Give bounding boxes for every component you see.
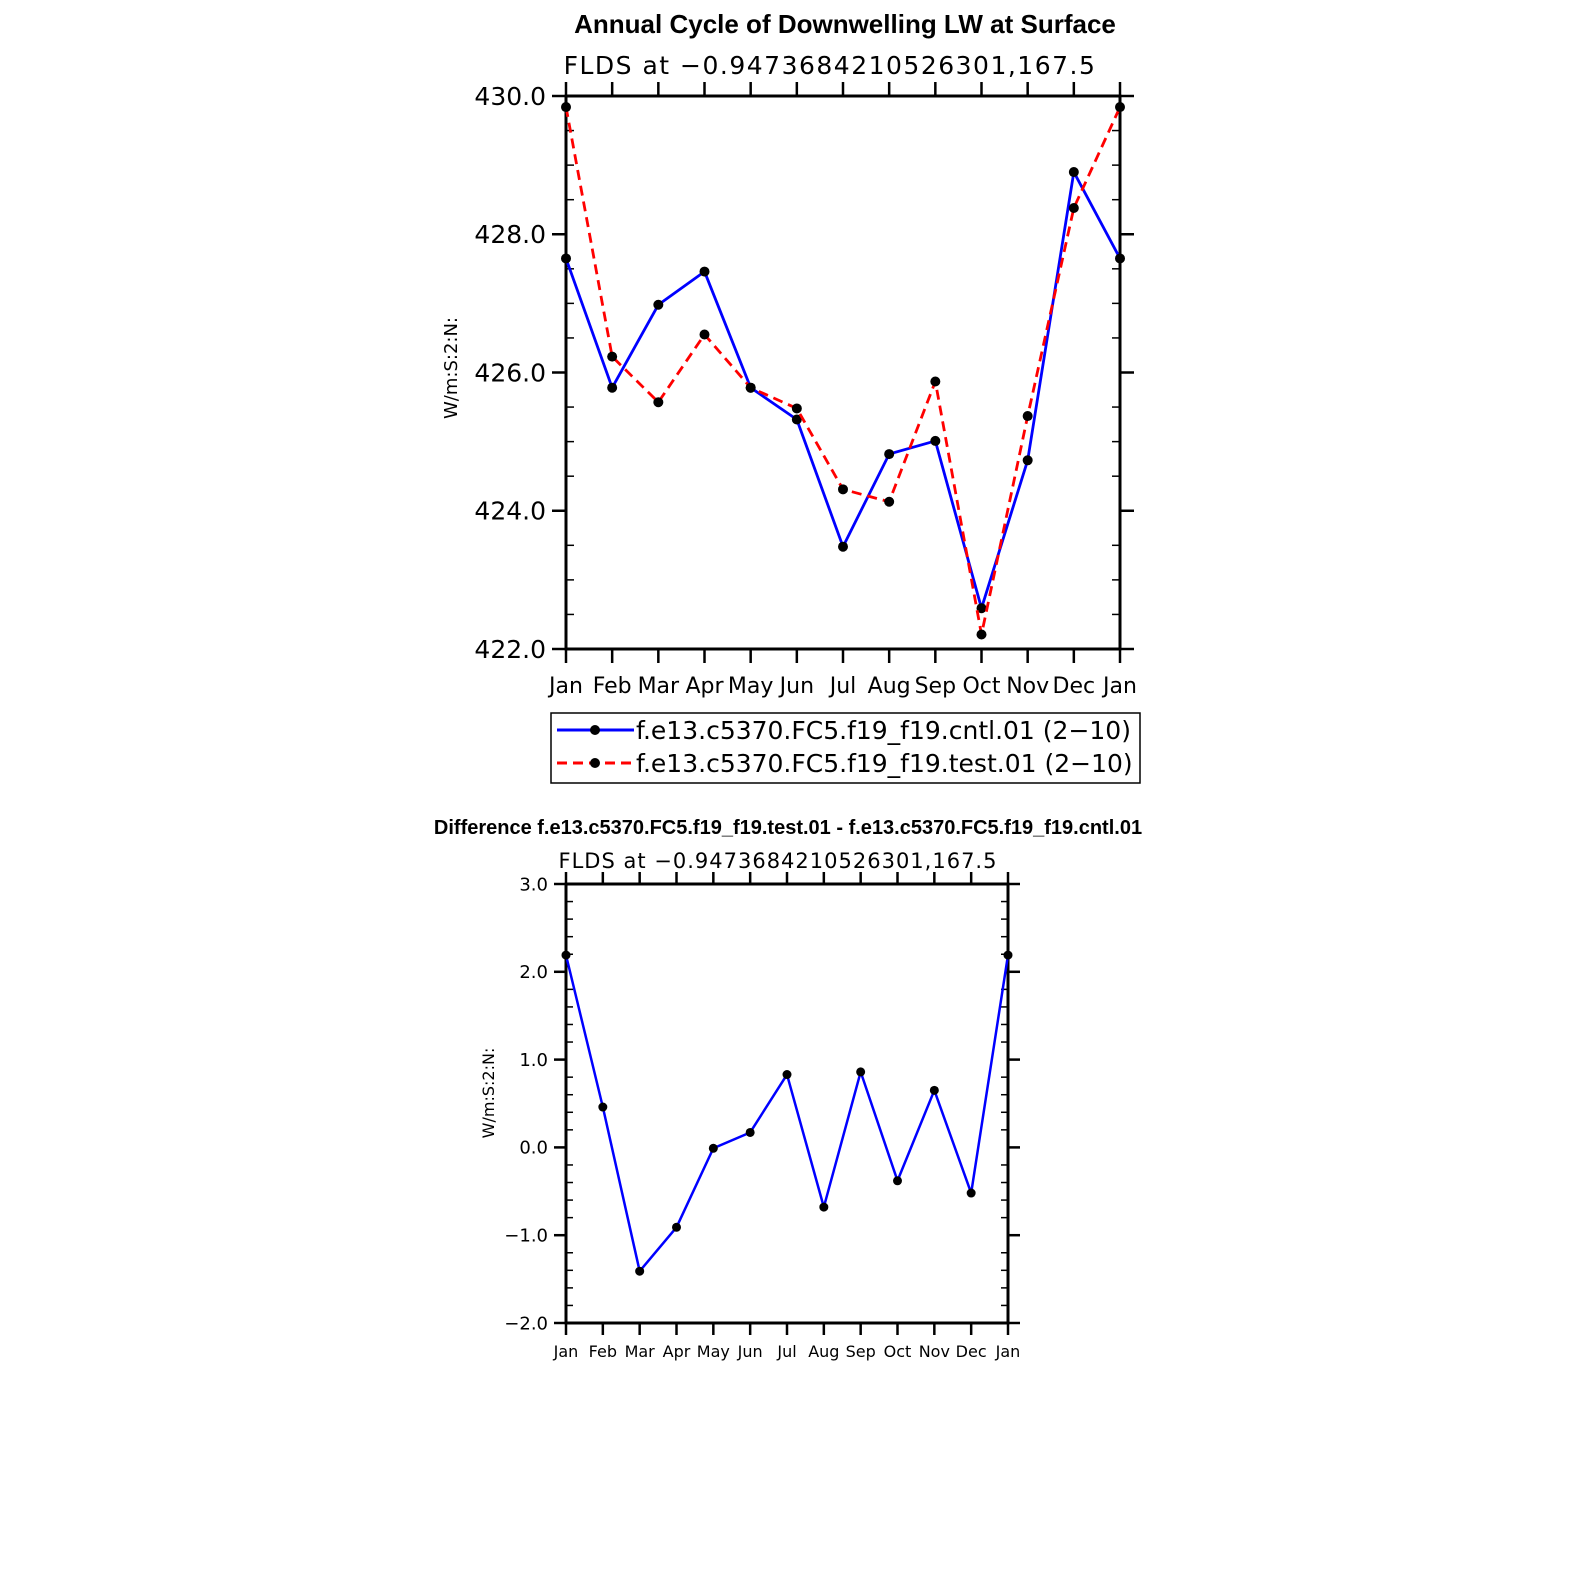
data-point-1	[607, 351, 618, 362]
y-tick-label: 3.0	[519, 874, 548, 895]
x-tick-label: Jul	[776, 1342, 796, 1361]
x-tick-label: Aug	[868, 674, 911, 699]
x-tick-label: Jul	[828, 674, 857, 699]
x-tick-label: Apr	[685, 674, 724, 699]
series-line-0	[564, 954, 1010, 1273]
x-tick-label: Jun	[737, 1342, 763, 1361]
x-tick-label: Jan	[553, 1342, 579, 1361]
top-chart-plot: Jan Feb Mar Apr May Jun Jul Aug Sep Oct Nov Dec Jan4…	[474, 82, 1137, 699]
x-tick-label: Nov	[919, 1342, 950, 1361]
y-tick-label: 428.0	[474, 220, 546, 249]
bottom-chart-ylabel: W/m:S:2:N:	[479, 1048, 498, 1139]
data-point-1	[653, 397, 664, 408]
data-point-0	[966, 1188, 976, 1198]
x-tick-label: Jan	[547, 674, 583, 699]
legend-label-control: f.e13.c5370.FC5.f19_f19.cntl.01 (2−10)	[636, 716, 1131, 745]
data-point-0	[561, 253, 571, 264]
data-point-0	[745, 1127, 755, 1137]
x-tick-label: Jan	[995, 1342, 1021, 1361]
data-point-1	[791, 403, 802, 414]
y-tick-label: 2.0	[519, 962, 548, 983]
data-point-0	[884, 449, 895, 460]
data-point-0	[819, 1202, 829, 1212]
x-tick-label: Feb	[593, 674, 632, 699]
x-tick-label: Apr	[663, 1342, 691, 1361]
data-point-0	[1115, 253, 1125, 264]
data-point-0	[708, 1143, 718, 1153]
x-tick-label: May	[728, 674, 773, 699]
data-point-0	[653, 299, 664, 310]
data-point-0	[1068, 167, 1079, 178]
y-tick-label: 424.0	[474, 497, 546, 526]
y-tick-label: 1.0	[519, 1050, 548, 1071]
x-tick-label: Mar	[625, 1342, 656, 1361]
data-point-0	[893, 1176, 902, 1186]
x-tick-label: Oct	[962, 674, 1000, 699]
data-point-0	[672, 1222, 681, 1232]
x-tick-label: Jan	[1101, 674, 1137, 699]
x-tick-label: Sep	[915, 674, 956, 699]
bottom-chart-subtitle: FLDS at −0.9473684210526301,167.5	[559, 849, 998, 873]
data-point-1	[1068, 202, 1079, 213]
top-chart-subtitle: FLDS at −0.9473684210526301,167.5	[564, 51, 1097, 80]
y-tick-label: 426.0	[474, 358, 546, 387]
data-point-0	[930, 435, 941, 446]
data-point-1	[699, 329, 710, 340]
legend-box	[550, 712, 1141, 784]
plot-frame	[564, 882, 1010, 1325]
bottom-chart-plot: Jan Feb Mar Apr May Jun Jul Aug Sep Oct Nov Dec Jan−…	[504, 872, 1020, 1361]
x-tick-label: Oct	[884, 1342, 912, 1361]
data-point-0	[699, 266, 710, 277]
data-point-1	[838, 484, 848, 495]
x-tick-label: Nov	[1006, 674, 1049, 699]
data-point-0	[1022, 455, 1033, 466]
data-point-0	[561, 950, 571, 960]
bottom-chart-title: Difference f.e13.c5370.FC5.f19_f19.test.…	[434, 817, 1142, 839]
data-point-0	[838, 541, 848, 552]
data-point-0	[976, 603, 987, 614]
data-point-0	[782, 1070, 792, 1080]
top-chart-ylabel: W/m:S:2:N:	[441, 317, 462, 419]
x-tick-label: Mar	[638, 674, 680, 699]
x-tick-label: Dec	[956, 1342, 987, 1361]
series-line-1	[564, 106, 1122, 636]
legend-label-test: f.e13.c5370.FC5.f19_f19.test.01 (2−10)	[636, 749, 1133, 778]
y-tick-label: 430.0	[474, 82, 546, 111]
data-point-0	[929, 1085, 939, 1095]
x-tick-label: Aug	[808, 1342, 839, 1361]
y-tick-label: −1.0	[504, 1226, 548, 1247]
top-chart-legend: f.e13.c5370.FC5.f19_f19.cntl.01 (2−10) f…	[550, 712, 1141, 784]
top-chart-title: Annual Cycle of Downwelling LW at Surfac…	[574, 9, 1116, 39]
legend-marker-control	[590, 725, 600, 735]
y-tick-label: 422.0	[474, 635, 546, 664]
data-point-0	[1003, 950, 1013, 960]
legend-marker-test	[590, 758, 600, 768]
data-point-0	[635, 1266, 645, 1276]
y-tick-label: −2.0	[504, 1313, 548, 1334]
data-point-1	[561, 102, 571, 113]
data-point-1	[745, 382, 756, 393]
y-tick-label: 0.0	[519, 1138, 548, 1159]
data-point-0	[856, 1067, 866, 1077]
x-tick-label: Jun	[778, 674, 814, 699]
x-tick-label: Sep	[846, 1342, 876, 1361]
data-point-1	[930, 376, 941, 387]
data-point-1	[976, 629, 987, 640]
data-point-1	[1115, 102, 1125, 113]
data-point-1	[1022, 411, 1033, 422]
data-point-0	[607, 382, 618, 393]
x-tick-label: Feb	[589, 1342, 617, 1361]
data-point-0	[791, 414, 802, 425]
data-point-1	[884, 496, 895, 507]
x-tick-label: Dec	[1053, 674, 1096, 699]
x-tick-label: May	[697, 1342, 730, 1361]
data-point-0	[598, 1102, 608, 1112]
